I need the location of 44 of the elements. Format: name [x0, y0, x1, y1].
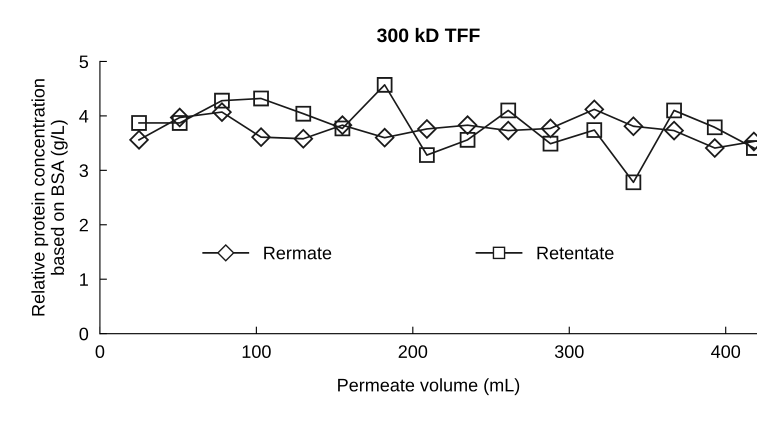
point — [705, 138, 725, 158]
point — [374, 128, 394, 148]
x-tick-label: 0 — [96, 345, 104, 358]
y-tick-label: 3 — [79, 164, 88, 178]
point — [624, 116, 644, 136]
y-tick-label: 4 — [79, 110, 88, 122]
x-tick-label: 400 — [711, 345, 740, 358]
point — [584, 100, 604, 120]
point — [498, 120, 518, 140]
y-tick-label: 1 — [80, 273, 88, 286]
x-tick-label: 100 — [242, 345, 271, 358]
point — [460, 132, 476, 148]
point — [253, 90, 269, 106]
point — [419, 147, 435, 163]
point — [664, 120, 684, 140]
point — [294, 129, 314, 149]
y-tick-label: 0 — [79, 328, 88, 340]
legend-label: Retentate — [538, 246, 614, 260]
point — [295, 106, 312, 122]
point — [706, 119, 723, 136]
point — [131, 115, 147, 131]
point — [376, 77, 393, 93]
y-axis-title: Relative protein concentration based on BSA (g/L) — [31, 79, 68, 316]
point — [214, 92, 230, 109]
legend-label: Rermate — [264, 246, 332, 260]
point — [212, 102, 232, 122]
point — [417, 119, 437, 139]
point — [170, 108, 190, 128]
y-tick-label: 5 — [79, 56, 88, 68]
x-tick-label: 200 — [398, 345, 428, 358]
x-tick-label: 300 — [554, 345, 584, 358]
point — [626, 174, 642, 190]
point — [458, 115, 478, 135]
point — [542, 136, 558, 152]
x-axis-title: Permeate volume (mL) — [338, 378, 520, 396]
chart-title: 300 kD TFF — [377, 28, 480, 42]
point — [500, 102, 516, 118]
point — [666, 102, 682, 118]
point — [332, 115, 352, 135]
point — [540, 118, 560, 138]
point — [586, 122, 602, 138]
point — [251, 127, 271, 147]
point — [129, 130, 149, 150]
y-tick-label: 2 — [80, 218, 88, 232]
